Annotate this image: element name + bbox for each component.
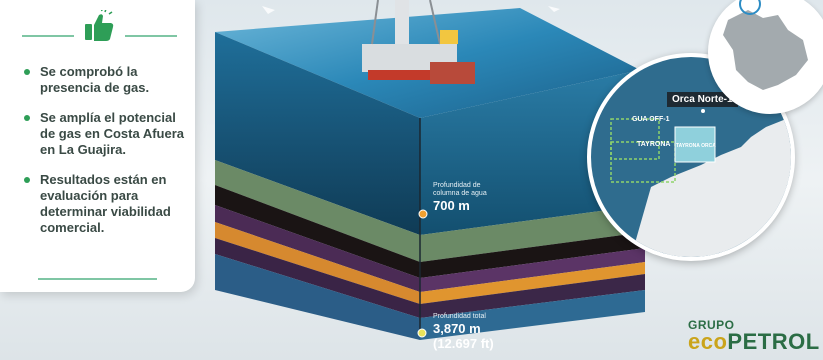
logo-wordmark: ecoPETROL xyxy=(688,329,820,354)
bullet-item: Resultados están en evaluación para dete… xyxy=(24,172,184,236)
total-depth-marker xyxy=(417,328,427,338)
bullet-dot xyxy=(24,177,30,183)
rock-layer xyxy=(215,222,420,304)
water-front xyxy=(215,32,420,235)
rock-layer xyxy=(420,262,645,304)
drilling-platform xyxy=(362,0,475,84)
bird xyxy=(548,6,560,12)
rock-layer xyxy=(420,290,645,340)
water-side xyxy=(420,70,645,235)
map-graphic xyxy=(610,109,791,257)
country-map xyxy=(708,0,823,114)
bullet-item: Se amplía el potencial de gas en Costa A… xyxy=(24,110,184,158)
rock-layer xyxy=(420,248,645,292)
block-label: GUA OFF-1 xyxy=(632,116,670,123)
rock-layer xyxy=(420,274,645,318)
water-depth-marker xyxy=(418,209,428,219)
block-label: TAYRONA ORCA xyxy=(676,143,716,149)
total-depth-caption: Profundidad total xyxy=(433,313,486,320)
rock-layer xyxy=(215,205,420,292)
info-card: Se comprobó la presencia de gas. Se ampl… xyxy=(0,0,195,292)
block-label: TAYRONA xyxy=(637,141,671,148)
logo-part: eco xyxy=(688,329,728,354)
bullet-list: Se comprobó la presencia de gas. Se ampl… xyxy=(24,64,184,250)
total-depth-feet: (12.697 ft) xyxy=(433,336,494,351)
bird xyxy=(262,6,275,14)
bullet-text: Resultados están en evaluación para dete… xyxy=(40,172,171,235)
bullet-dot xyxy=(24,69,30,75)
total-depth-label: Profundidad total 3,870 m (12.697 ft) xyxy=(433,313,494,351)
rock-layer xyxy=(420,232,645,278)
bullet-item: Se comprobó la presencia de gas. xyxy=(24,64,184,96)
divider-line xyxy=(22,35,74,37)
rock-layer xyxy=(215,254,420,340)
well-name-tag: Orca Norte-1 xyxy=(667,92,738,107)
seabed xyxy=(215,160,645,262)
bullet-dot xyxy=(24,115,30,121)
logo-group-text: GRUPO xyxy=(688,318,735,332)
bullet-text: Se comprobó la presencia de gas. xyxy=(40,64,150,95)
thumbs-up-icon xyxy=(85,10,114,41)
rock-layer xyxy=(215,185,420,278)
divider-line xyxy=(125,35,177,37)
country-outline xyxy=(723,0,808,90)
total-depth-value: 3,870 m xyxy=(433,321,481,336)
logo-part: PETROL xyxy=(727,329,820,354)
water-depth-label: Profundidad de columna de agua 700 m xyxy=(433,182,503,213)
water-depth-caption: Profundidad de columna de agua xyxy=(433,182,487,197)
bullet-text: Se amplía el potencial de gas en Costa A… xyxy=(40,110,185,157)
water-depth-value: 700 m xyxy=(433,198,470,213)
rock-layer xyxy=(215,238,420,318)
card-header xyxy=(22,10,177,44)
divider-line xyxy=(38,278,157,280)
company-logo: GRUPO ecoPETROL xyxy=(688,318,820,354)
